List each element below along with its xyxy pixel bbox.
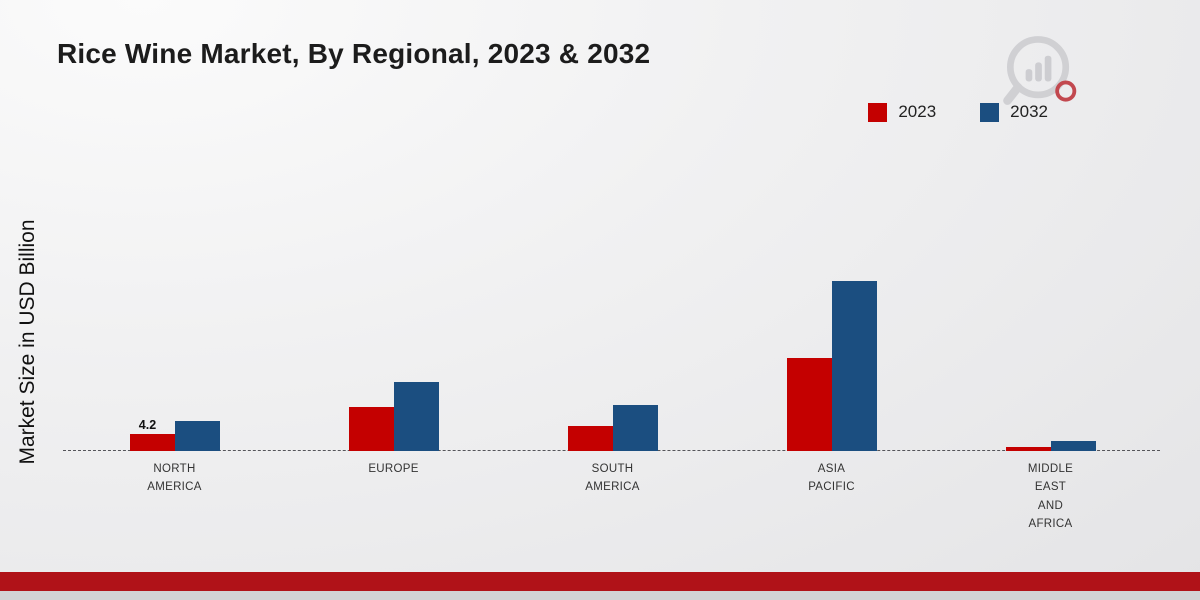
chart-legend: 2023 2032 [868, 102, 1048, 122]
bar-group-europe: EUROPE [348, 382, 439, 475]
footer-accent-bar [0, 572, 1200, 591]
bar-2032-north-america [174, 421, 220, 451]
legend-item-2023: 2023 [868, 102, 936, 122]
brand-logo-icon [996, 28, 1082, 119]
category-label-middle-east-and-africa: MIDDLE EAST AND AFRICA [1027, 463, 1074, 531]
bar-2023-europe [348, 407, 394, 451]
bar-2032-europe [393, 382, 439, 451]
y-axis-label: Market Size in USD Billion [16, 219, 39, 465]
category-label-europe: EUROPE [368, 463, 419, 475]
bar-2023-north-america: 4.2 [129, 418, 175, 451]
legend-label-2032: 2032 [1010, 102, 1048, 121]
bar-2023-asia-pacific [786, 358, 832, 451]
legend-swatch-2023 [868, 102, 888, 122]
footer-strip [0, 591, 1200, 600]
plot-area: 4.2 NORTH AMERICA EUROPE SOUTH AMERICA ASIA PAC… [65, 230, 1160, 530]
category-label-asia-pacific: ASIA PACIFIC [808, 463, 855, 494]
chart-title: Rice Wine Market, By Regional, 2023 & 20… [57, 38, 651, 69]
bar-2023-south-america [567, 426, 613, 451]
legend-item-2032: 2032 [980, 102, 1048, 122]
bar-2032-asia-pacific [831, 281, 877, 451]
category-label-north-america: NORTH AMERICA [147, 463, 202, 494]
bar-2023-middle-east-and-africa [1005, 447, 1051, 451]
bar-2032-south-america [612, 405, 658, 451]
bar-group-asia-pacific: ASIA PACIFIC [786, 281, 877, 493]
bar-value-label: 4.2 [138, 418, 157, 432]
legend-label-2023: 2023 [898, 102, 937, 121]
bar-2032-middle-east-and-africa [1050, 441, 1096, 451]
bar-group-south-america: SOUTH AMERICA [567, 405, 658, 493]
bar-group-north-america: 4.2 NORTH AMERICA [129, 418, 220, 493]
category-label-south-america: SOUTH AMERICA [585, 463, 640, 494]
bar-group-middle-east-and-africa: MIDDLE EAST AND AFRICA [1005, 441, 1096, 530]
legend-swatch-2032 [980, 102, 1000, 122]
